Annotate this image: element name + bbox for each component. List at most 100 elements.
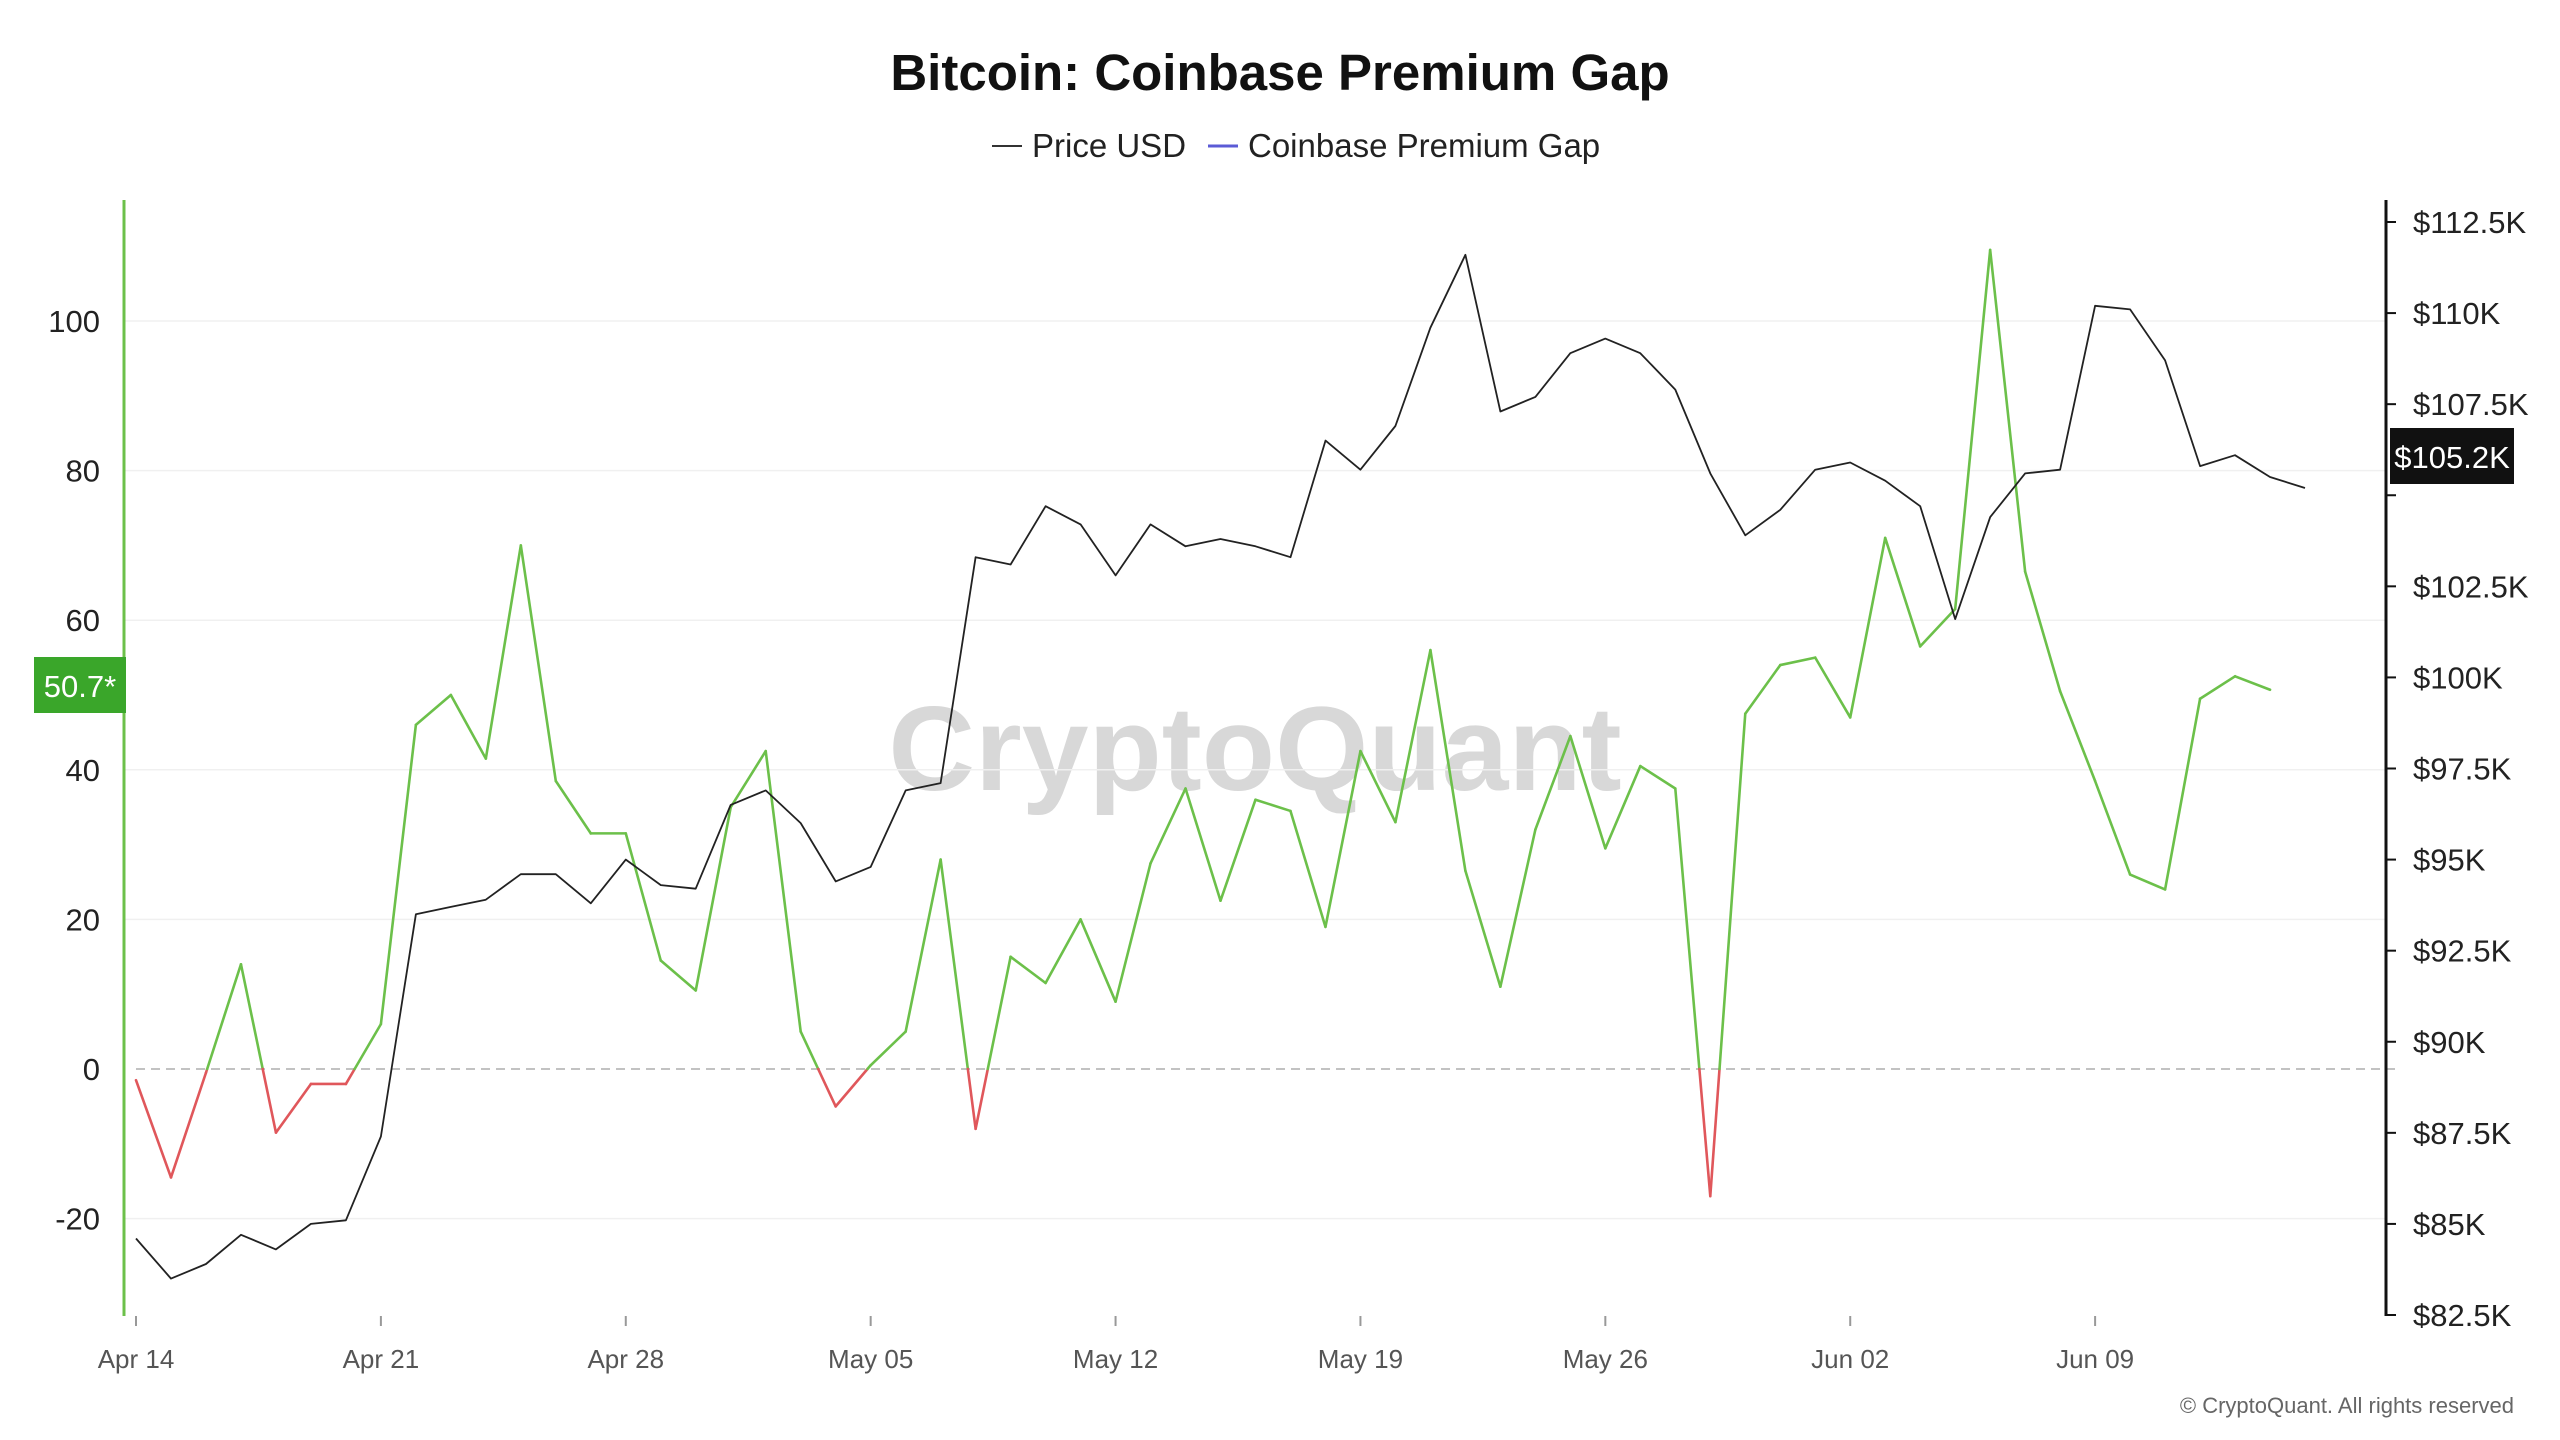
current-price-badge-bg (2390, 428, 2514, 484)
watermark: CryptoQuant (888, 682, 1621, 816)
right-tick-label: $87.5K (2413, 1116, 2512, 1151)
premium-gap-segment (1639, 764, 1677, 790)
premium-gap-segment (169, 1071, 208, 1179)
premium-gap-segment (1718, 712, 1747, 1071)
premium-gap-segment (1464, 869, 1502, 989)
left-tick-label: 60 (66, 603, 100, 638)
premium-gap-segment (1534, 734, 1572, 831)
gridlines (124, 320, 2386, 1220)
x-tick-label: Apr 14 (98, 1344, 175, 1374)
premium-gap-segment (2198, 674, 2237, 701)
premium-gap-segment (205, 962, 243, 1071)
x-tick-label: May 19 (1318, 1344, 1403, 1374)
premium-gap-segment (764, 749, 802, 1033)
premium-gap-segment (1883, 536, 1922, 648)
premium-gap-segment (624, 832, 663, 962)
premium-gap-segment (1254, 798, 1292, 813)
premium-gap-segment (379, 723, 418, 1026)
x-tick-label: Jun 02 (1811, 1344, 1889, 1374)
chart-title: Bitcoin: Coinbase Premium Gap (890, 44, 1669, 101)
left-tick-label: -20 (55, 1202, 100, 1237)
premium-gap-segment (519, 544, 558, 783)
left-tick-label: 100 (48, 304, 100, 339)
premium-gap-segment (816, 1067, 837, 1108)
premium-gap-segment (1324, 749, 1362, 929)
premium-gap-segment (134, 1078, 173, 1179)
premium-gap-segment (974, 1067, 990, 1131)
x-tick-label: Apr 21 (343, 1344, 420, 1374)
premium-gap-segment (1219, 798, 1257, 903)
premium-gap-segment (1184, 787, 1222, 903)
left-tick-label: 40 (66, 753, 100, 788)
premium-gap-segment (869, 1030, 907, 1067)
right-tick-label: $97.5K (2413, 752, 2512, 787)
premium-gap-segment (2093, 779, 2132, 876)
price-line (135, 253, 2306, 1280)
x-tick-label: May 12 (1073, 1344, 1158, 1374)
premium-gap-segment (1988, 248, 2027, 573)
left-tick-label: 0 (83, 1052, 100, 1087)
premium-gap-segment (1079, 918, 1117, 1003)
price-series (135, 253, 2306, 1280)
premium-gap-segment (966, 1067, 977, 1131)
premium-gap-segment (986, 955, 1012, 1071)
right-tick-label: $102.5K (2413, 569, 2529, 604)
legend-label-premium-gap: Coinbase Premium Gap (1248, 127, 1600, 164)
premium-gap-segment (2023, 570, 2062, 693)
premium-gap-segment (1044, 918, 1082, 985)
copyright-text: © CryptoQuant. All rights reserved (2180, 1393, 2514, 1418)
premium-gap-segment (1743, 663, 1782, 716)
premium-gap-segment (1394, 648, 1432, 824)
right-tick-label: $92.5K (2413, 934, 2512, 969)
current-premium-badge-bg (34, 657, 126, 713)
premium-gap-segment (2058, 689, 2097, 783)
current-premium-badge-label: 50.7* (44, 669, 116, 704)
x-axis-ticks: Apr 14 Apr 21 Apr 28 May 05 May 12 May 19 May … (98, 1316, 2134, 1374)
premium-gap-segment (904, 858, 942, 1033)
premium-gap-segment (1604, 764, 1642, 850)
premium-gap-segment (1149, 787, 1187, 865)
premium-gap-segment (1569, 734, 1607, 850)
right-tick-label: $100K (2413, 660, 2503, 695)
right-tick-label: $107.5K (2413, 387, 2529, 422)
premium-gap-segment (659, 959, 698, 992)
premium-gap-segment (694, 805, 733, 992)
premium-gap-segment (239, 962, 265, 1071)
premium-gap-segment (1708, 1067, 1721, 1198)
right-tick-label: $110K (2413, 296, 2501, 331)
premium-gap-segment (414, 693, 453, 727)
left-axis-ticks: -20 0 20 40 60 80 100 (48, 304, 100, 1237)
premium-gap-segment (1114, 861, 1152, 1003)
premium-gap-segment (2233, 674, 2272, 692)
x-tick-label: Jun 09 (2056, 1344, 2134, 1374)
current-premium-badge: 50.7* (34, 657, 126, 713)
premium-gap-segment (1429, 648, 1467, 873)
premium-gap-segment (1289, 809, 1327, 929)
premium-gap-segment (834, 1067, 869, 1108)
premium-gap-segment (1848, 536, 1887, 719)
premium-gap-segment (729, 749, 768, 809)
right-tick-label: $90K (2413, 1025, 2486, 1060)
left-tick-label: 80 (66, 454, 100, 489)
premium-gap-segment (799, 1030, 820, 1071)
premium-gap-segment (274, 1082, 313, 1134)
premium-gap-segment (261, 1067, 278, 1134)
premium-gap-segment (1499, 828, 1537, 989)
right-tick-label: $95K (2413, 843, 2486, 878)
right-axis-ticks: $82.5K $85K $87.5K $90K $92.5K $95K $97.5K $100… (2386, 205, 2529, 1333)
premium-gap-segment (939, 858, 970, 1071)
premium-gap-segment (1778, 656, 1817, 667)
premium-gap-segment (554, 779, 593, 835)
right-tick-label: $85K (2413, 1207, 2486, 1242)
premium-gap-segment (353, 1022, 383, 1071)
premium-gap-segment (1813, 656, 1852, 719)
legend-label-price: Price USD (1032, 127, 1186, 164)
premium-gap-segment (344, 1067, 356, 1086)
current-price-badge: $105.2K (2390, 428, 2514, 484)
current-price-badge-label: $105.2K (2394, 440, 2510, 475)
premium-gap-segment (2163, 697, 2202, 891)
premium-gap-segment (1918, 607, 1957, 648)
right-tick-label: $112.5K (2413, 205, 2527, 240)
right-tick-label: $82.5K (2413, 1298, 2512, 1333)
